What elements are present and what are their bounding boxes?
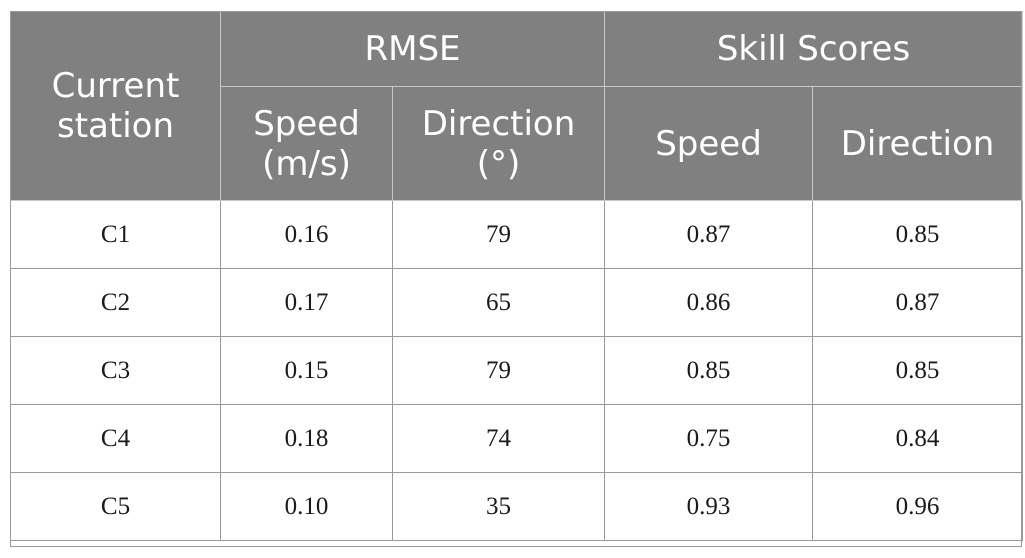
header-rmse-group: RMSE xyxy=(220,11,605,87)
cell-station: C3 xyxy=(10,336,221,405)
cell-skill-speed: 0.86 xyxy=(604,268,813,337)
cell-station: C1 xyxy=(10,200,221,269)
table-row: C5 0.10 35 0.93 0.96 xyxy=(10,472,1024,541)
cell-rmse-speed: 0.18 xyxy=(220,404,393,473)
header-current-station: Current station xyxy=(10,11,221,201)
table-row: C4 0.18 74 0.75 0.84 xyxy=(10,404,1024,473)
header-rmse-speed: Speed (m/s) xyxy=(220,86,393,201)
header-skill-speed: Speed xyxy=(604,86,813,201)
table-row: C1 0.16 79 0.87 0.85 xyxy=(10,200,1024,269)
cell-station: C2 xyxy=(10,268,221,337)
cell-rmse-speed: 0.16 xyxy=(220,200,393,269)
cell-skill-direction: 0.85 xyxy=(811,200,1024,269)
cell-rmse-direction: 79 xyxy=(392,336,605,405)
cell-skill-speed: 0.93 xyxy=(604,472,813,541)
cell-rmse-direction: 79 xyxy=(392,200,605,269)
cell-station: C4 xyxy=(10,404,221,473)
cell-rmse-direction: 65 xyxy=(392,268,605,337)
cell-skill-direction: 0.85 xyxy=(811,336,1024,405)
cell-skill-direction: 0.96 xyxy=(811,472,1024,541)
cell-rmse-speed: 0.10 xyxy=(220,472,393,541)
cell-rmse-speed: 0.15 xyxy=(220,336,393,405)
table-row: C2 0.17 65 0.86 0.87 xyxy=(10,268,1024,337)
header-skill-direction: Direction xyxy=(811,86,1024,201)
table-row: C3 0.15 79 0.85 0.85 xyxy=(10,336,1024,405)
results-table: Current station RMSE Skill Scores Speed … xyxy=(10,11,1024,541)
header-row-sub: Speed (m/s) Direction (°) Speed Directio… xyxy=(11,86,1024,201)
cell-rmse-direction: 35 xyxy=(392,472,605,541)
cell-rmse-direction: 74 xyxy=(392,404,605,473)
header-rmse-direction: Direction (°) xyxy=(392,86,605,201)
header-row-top: Current station RMSE Skill Scores xyxy=(10,11,1024,201)
table-body: C1 0.16 79 0.87 0.85 C2 0.17 65 0.86 0.8… xyxy=(10,200,1024,541)
header-skill-scores-group: Skill Scores xyxy=(603,11,1024,87)
cell-skill-speed: 0.75 xyxy=(604,404,813,473)
cell-rmse-speed: 0.17 xyxy=(220,268,393,337)
cell-skill-direction: 0.84 xyxy=(811,404,1024,473)
table-header: Current station RMSE Skill Scores Speed … xyxy=(10,11,1024,201)
cell-station: C5 xyxy=(10,472,221,541)
cell-skill-speed: 0.87 xyxy=(604,200,813,269)
cell-skill-direction: 0.87 xyxy=(811,268,1024,337)
cell-skill-speed: 0.85 xyxy=(604,336,813,405)
